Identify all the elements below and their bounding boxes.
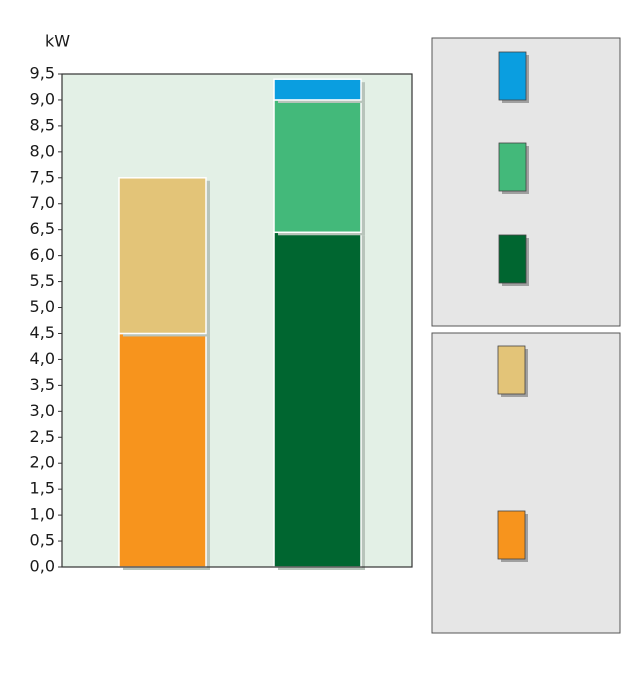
plot-border bbox=[61, 73, 413, 568]
y-tick-label: 5,5 bbox=[30, 271, 55, 290]
legend-swatch bbox=[497, 510, 526, 560]
bar-segment bbox=[273, 231, 362, 568]
y-axis-label: kW bbox=[45, 32, 70, 51]
legend-swatch bbox=[497, 345, 526, 395]
legend-swatch bbox=[498, 51, 527, 101]
y-tick-label: 9,0 bbox=[30, 89, 55, 108]
y-tick-label: 3,5 bbox=[30, 375, 55, 394]
y-tick-label: 2,5 bbox=[30, 427, 55, 446]
y-tick-label: 4,0 bbox=[30, 349, 55, 368]
y-tick-label: 4,5 bbox=[30, 323, 55, 342]
y-tick-label: 9,5 bbox=[30, 64, 55, 83]
y-tick-label: 8,5 bbox=[30, 115, 55, 134]
legend-swatch bbox=[498, 142, 527, 192]
y-tick-label: 3,0 bbox=[30, 401, 55, 420]
y-tick-label: 5,0 bbox=[30, 297, 55, 316]
y-tick-label: 1,0 bbox=[30, 505, 55, 524]
y-tick-label: 7,0 bbox=[30, 193, 55, 212]
y-tick-label: 6,0 bbox=[30, 245, 55, 264]
y-tick-label: 0,0 bbox=[30, 557, 55, 576]
legend-swatch bbox=[498, 234, 527, 284]
y-tick-label: 8,0 bbox=[30, 141, 55, 160]
y-tick-label: 6,5 bbox=[30, 219, 55, 238]
y-tick-label: 2,0 bbox=[30, 453, 55, 472]
bar-segment bbox=[118, 332, 207, 568]
bar-segment bbox=[273, 99, 362, 234]
y-tick-label: 7,5 bbox=[30, 167, 55, 186]
y-tick-label: 0,5 bbox=[30, 531, 55, 550]
bar-segment bbox=[273, 78, 362, 101]
bar-segment bbox=[118, 177, 207, 335]
y-tick-label: 1,5 bbox=[30, 479, 55, 498]
